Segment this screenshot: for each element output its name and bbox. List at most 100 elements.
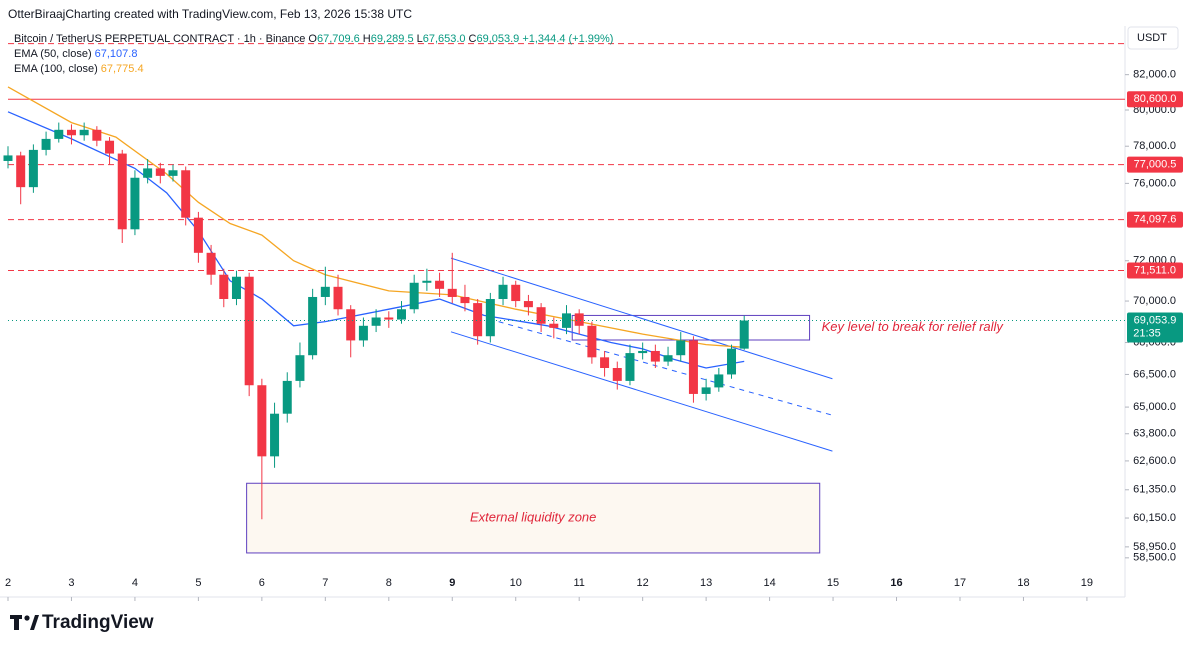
logo-mark	[30, 615, 39, 630]
candle-body	[638, 350, 648, 354]
y-tick-label: 58,500.0	[1133, 552, 1176, 564]
x-tick-label: 8	[386, 577, 392, 589]
x-tick-label: 18	[1017, 577, 1029, 589]
candle-body	[435, 280, 445, 289]
candle-body	[308, 296, 318, 356]
y-tick-label: 82,000.0	[1133, 69, 1176, 81]
candle-body	[396, 309, 406, 320]
candle-body	[181, 170, 191, 218]
zone-label: External liquidity zone	[470, 510, 596, 525]
candle-body	[41, 138, 51, 150]
candle-body	[460, 296, 470, 304]
candle-body	[231, 276, 241, 300]
candle-body	[536, 307, 546, 324]
x-tick-label: 15	[827, 577, 839, 589]
candle-body	[295, 355, 305, 381]
level-tag	[1127, 262, 1183, 279]
ema-line	[7, 111, 745, 369]
trend-line	[450, 331, 833, 452]
candle-body	[358, 325, 368, 341]
x-tick-label: 17	[954, 577, 966, 589]
y-tick-label: 66,500.0	[1133, 368, 1176, 380]
x-tick-label: 10	[510, 577, 522, 589]
candle-body	[688, 340, 698, 394]
x-tick-label: 14	[763, 577, 775, 589]
legend-row: EMA (50, close) 67,107.8	[14, 47, 616, 62]
candle-body	[346, 309, 356, 341]
candle-body	[587, 325, 597, 358]
candle-body	[612, 368, 622, 381]
candle-body	[3, 155, 13, 161]
trend-line	[450, 257, 833, 380]
currency-box	[1127, 26, 1179, 50]
candle-body	[130, 177, 140, 230]
legend-value: 67,775.4	[100, 63, 144, 75]
candle-body	[600, 357, 610, 369]
candle-body	[498, 284, 508, 300]
candle-body	[701, 387, 711, 394]
candle-body	[105, 140, 115, 154]
currency: USDT	[1137, 32, 1167, 44]
candle-body	[320, 286, 330, 297]
ohlc-key: H	[362, 33, 371, 45]
level-tag	[1127, 91, 1183, 108]
x-tick-label: 2	[5, 577, 11, 589]
level-tag	[1127, 156, 1183, 173]
candle-body	[79, 129, 89, 136]
zone	[246, 482, 821, 554]
candle-body	[117, 153, 127, 230]
x-tick-label: 16	[890, 577, 902, 589]
watermark: TradingView	[42, 612, 154, 633]
level-label: 74,097.6	[1134, 214, 1177, 226]
candle-body	[333, 286, 343, 310]
candle-body	[371, 317, 381, 326]
x-tick-label: 6	[259, 577, 265, 589]
ohlc-value: 67,709.6	[316, 33, 360, 45]
legend-value: 67,107.8	[94, 48, 138, 60]
candle-body	[650, 350, 660, 362]
y-tick-label: 62,600.0	[1133, 455, 1176, 467]
candle-body	[219, 274, 229, 300]
candle-body	[244, 276, 254, 386]
countdown: 21:35	[1133, 327, 1161, 339]
legend-name: EMA (100, close)	[14, 63, 98, 75]
symbol: Bitcoin / TetherUS PERPETUAL CONTRACT · …	[14, 33, 306, 45]
candle-body	[143, 168, 153, 178]
ohlc-key: L	[416, 33, 423, 45]
ohlc-value: 69,289.5	[370, 33, 414, 45]
candle-body	[66, 129, 76, 136]
legend: Bitcoin / TetherUS PERPETUAL CONTRACT · …	[14, 32, 616, 77]
y-tick-label: 76,000.0	[1133, 177, 1176, 189]
candle-body	[422, 280, 432, 283]
x-tick-label: 7	[322, 577, 328, 589]
logo: TradingView	[10, 612, 154, 633]
level-label: 71,511.0	[1134, 264, 1176, 276]
candle-body	[625, 353, 635, 381]
legend-name: EMA (50, close)	[14, 48, 92, 60]
level-label: 80,600.0	[1134, 93, 1177, 105]
ohlc-value: +1,344.4 (+1.99%)	[522, 33, 614, 45]
x-tick-label: 11	[573, 577, 584, 589]
y-tick-label: 70,000.0	[1133, 295, 1176, 307]
candle-body	[193, 217, 203, 253]
logo-mark	[14, 615, 19, 630]
candle-body	[473, 303, 483, 337]
y-tick-label: 65,000.0	[1133, 401, 1176, 413]
legend-row: EMA (100, close) 67,775.4	[14, 62, 616, 77]
candle-body	[511, 284, 521, 302]
x-tick-label: 4	[132, 577, 138, 589]
candle-body	[282, 380, 292, 414]
y-tick-label: 61,350.0	[1133, 484, 1176, 496]
candle-body	[676, 340, 686, 356]
ema-line	[7, 86, 745, 348]
ohlc-key: O	[308, 33, 317, 45]
candle-body	[16, 155, 26, 188]
candle-body	[727, 348, 737, 375]
header: OtterBiraajCharting created with Trading…	[8, 7, 412, 21]
candle-body	[155, 168, 165, 176]
candle-body	[562, 313, 571, 328]
level-tag	[1127, 211, 1183, 228]
zone-label: Key level to break for relief rally	[822, 319, 1005, 334]
